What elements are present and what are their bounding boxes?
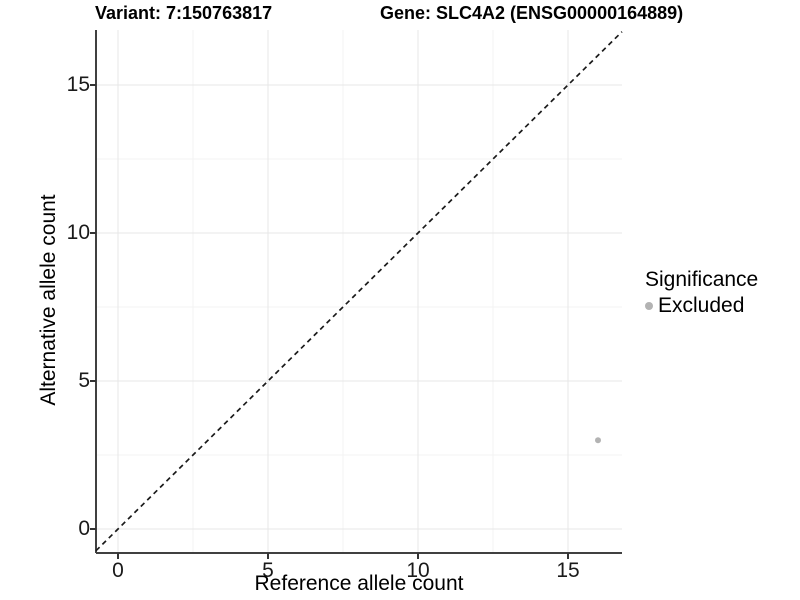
legend-item-label: Excluded	[658, 294, 745, 317]
x-tick-label: 0	[112, 559, 124, 582]
plot-title-gene: Gene: SLC4A2 (ENSG00000164889)	[380, 3, 684, 23]
x-axis-title: Reference allele count	[0, 572, 800, 596]
x-tick-label: 15	[556, 559, 580, 582]
x-axis-title-text: Reference allele count	[254, 572, 464, 595]
x-tick-label: 10	[406, 559, 430, 582]
y-axis-title: Alternative allele count	[37, 194, 60, 406]
plot-title-variant: Variant: 7:150763817	[95, 3, 273, 23]
legend-title: Significance	[645, 268, 759, 291]
y-tick-label: 5	[78, 369, 90, 392]
data-point-excluded	[595, 437, 601, 444]
x-tick-label: 5	[262, 559, 274, 582]
identity-dashed-line	[95, 31, 623, 552]
y-tick-label: 15	[66, 73, 90, 96]
legend-item-excluded: Excluded	[645, 294, 758, 318]
legend: Significance Excluded	[645, 268, 758, 318]
y-tick-label: 0	[78, 517, 90, 540]
y-tick-label: 10	[66, 221, 90, 244]
excluded-point-icon	[645, 302, 653, 310]
